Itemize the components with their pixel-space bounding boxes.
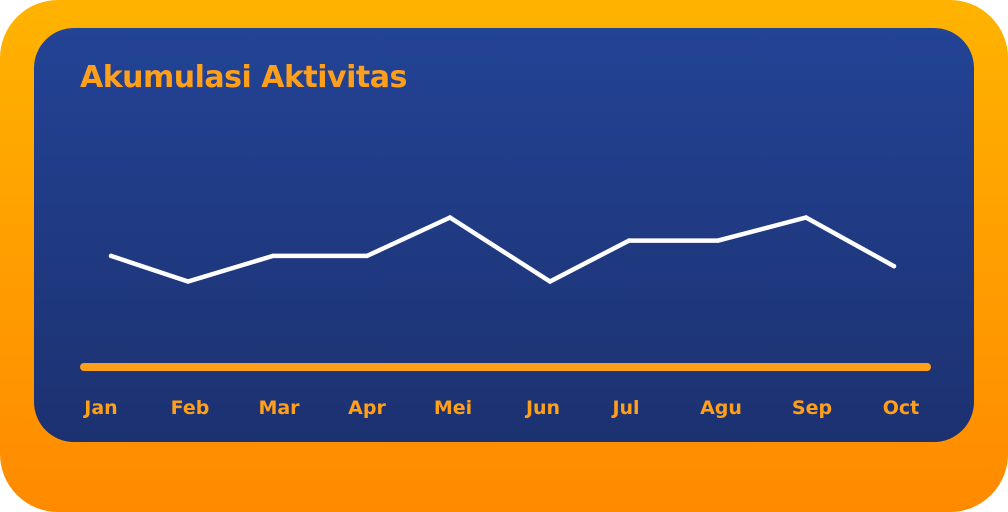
x-tick-labels: Jan Feb Mar Apr Mei Jun Jul Agu Sep Oct <box>82 397 919 419</box>
data-point-oct <box>891 264 897 269</box>
x-tick-label-feb: Feb <box>171 397 210 419</box>
series-line <box>108 214 897 285</box>
series-layer <box>108 214 897 285</box>
data-point-jun <box>547 279 553 284</box>
chart-title: Akumulasi Aktivitas <box>80 60 407 95</box>
data-point-agu <box>715 238 721 243</box>
x-tick-label-jul: Jul <box>610 397 639 419</box>
x-tick-label-apr: Apr <box>348 397 386 419</box>
chart-card <box>34 28 974 442</box>
x-tick-label-jan: Jan <box>82 397 117 419</box>
data-point-feb <box>185 279 191 284</box>
data-point-apr <box>364 253 370 259</box>
x-tick-label-jun: Jun <box>524 397 560 419</box>
x-tick-label-agu: Agu <box>700 397 742 419</box>
data-point-mei <box>447 215 453 220</box>
x-tick-label-mei: Mei <box>434 397 472 419</box>
x-tick-label-sep: Sep <box>792 397 832 419</box>
data-point-jan <box>108 253 114 259</box>
data-point-jul <box>626 238 632 243</box>
x-tick-label-oct: Oct <box>883 397 920 419</box>
data-point-sep <box>803 215 809 220</box>
data-point-mar <box>270 253 276 259</box>
x-tick-label-mar: Mar <box>258 397 300 419</box>
